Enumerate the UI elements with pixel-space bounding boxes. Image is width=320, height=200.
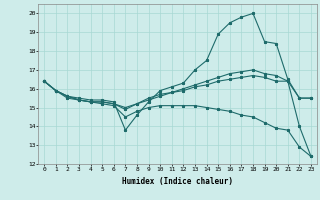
X-axis label: Humidex (Indice chaleur): Humidex (Indice chaleur): [122, 177, 233, 186]
